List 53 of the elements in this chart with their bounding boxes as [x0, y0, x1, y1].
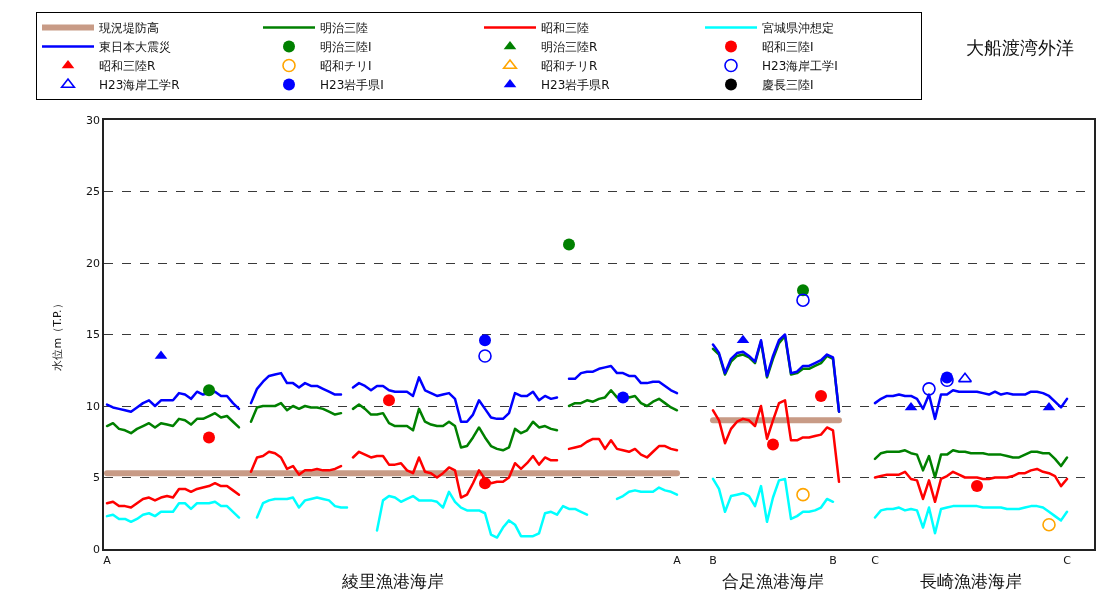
point [203, 431, 215, 444]
legend-label: 昭和チリR [541, 59, 598, 74]
y-axis-title: 水位m（T.P.） [51, 298, 65, 371]
x-tick-label: B [709, 553, 717, 567]
legend-label: 東日本大震災 [99, 40, 171, 55]
point [617, 391, 629, 404]
y-tick-label: 0 [93, 542, 101, 556]
point [767, 438, 779, 451]
point [478, 349, 492, 363]
legend-label: 明治三陸R [541, 40, 598, 55]
point [563, 238, 575, 251]
point [797, 284, 809, 297]
legend-label: 昭和チリI [320, 59, 372, 74]
point [815, 389, 827, 402]
legend-label: 慶長三陸I [762, 78, 814, 93]
x-tick-label: C [871, 553, 880, 567]
point [1042, 517, 1056, 532]
point [383, 394, 395, 407]
y-tick-label: 15 [86, 328, 101, 342]
x-tick-label: C [1063, 553, 1072, 567]
point [1042, 401, 1056, 411]
point [971, 480, 983, 493]
legend-label: H23岩手県R [541, 78, 610, 93]
point [479, 477, 491, 490]
y-tick-label: 10 [86, 399, 101, 413]
point [203, 384, 215, 397]
x-tick-label: B [829, 553, 837, 567]
text: 長崎漁港海岸 [920, 571, 1022, 591]
legend-label: 明治三陸I [320, 40, 372, 55]
legend-label: 昭和三陸 [541, 21, 589, 36]
legend-label: 明治三陸 [320, 21, 368, 36]
point [922, 382, 936, 396]
y-tick-label: 25 [86, 185, 101, 199]
x-tick-label: A [673, 553, 682, 567]
text: 綾里漁港海岸 [341, 571, 444, 591]
legend-label: H23海岸工学R [99, 78, 180, 93]
point [904, 401, 918, 411]
y-tick-label: 5 [93, 471, 101, 485]
y-tick-label: 20 [86, 256, 101, 270]
legend-label: 昭和三陸R [99, 59, 156, 74]
legend-label: 昭和三陸I [762, 40, 814, 55]
legend-label: 宮城県沖想定 [762, 21, 834, 36]
legend-label: 現況堤防高 [99, 21, 159, 36]
text: 合足漁港海岸 [722, 571, 824, 591]
legend-label: H23岩手県I [320, 78, 384, 93]
point [941, 371, 953, 384]
chart-title: 大船渡湾外洋 [966, 37, 1074, 59]
legend-label: H23海岸工学I [762, 59, 838, 74]
point [479, 334, 491, 347]
point [796, 487, 810, 502]
x-tick-label: A [103, 553, 112, 567]
point [796, 293, 810, 307]
y-tick-label: 30 [86, 113, 101, 127]
